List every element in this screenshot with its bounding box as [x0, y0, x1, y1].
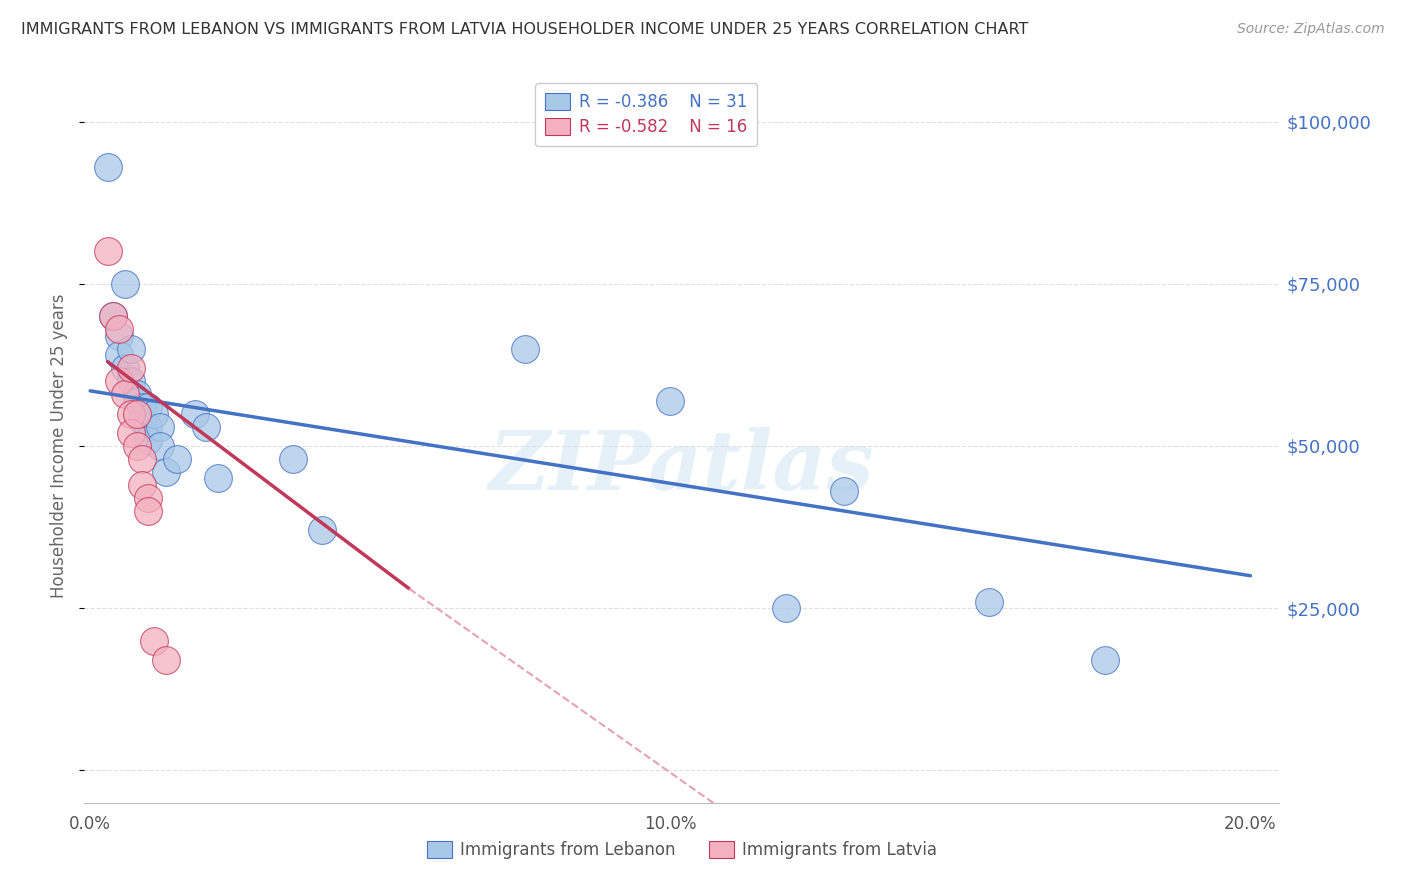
Point — [108, 374, 131, 388]
Point — [311, 524, 333, 538]
Point — [120, 407, 142, 421]
Point — [143, 633, 166, 648]
Point — [834, 484, 856, 499]
Point — [149, 439, 172, 453]
Point — [207, 471, 229, 485]
Point — [155, 465, 177, 479]
Point — [97, 244, 120, 259]
Point — [659, 393, 682, 408]
Point — [136, 504, 159, 518]
Text: Source: ZipAtlas.com: Source: ZipAtlas.com — [1237, 22, 1385, 37]
Legend: Immigrants from Lebanon, Immigrants from Latvia: Immigrants from Lebanon, Immigrants from… — [420, 834, 943, 866]
Point — [515, 342, 537, 356]
Point — [979, 595, 1001, 609]
Point — [136, 419, 159, 434]
Point — [143, 407, 166, 421]
Point — [103, 310, 125, 324]
Point — [1094, 653, 1116, 667]
Point — [108, 348, 131, 362]
Point — [775, 601, 797, 615]
Point — [195, 419, 218, 434]
Point — [131, 452, 153, 467]
Point — [120, 374, 142, 388]
Point — [103, 310, 125, 324]
Point — [283, 452, 305, 467]
Text: ZIPatlas: ZIPatlas — [489, 427, 875, 508]
Point — [120, 425, 142, 440]
Point — [136, 400, 159, 414]
Text: IMMIGRANTS FROM LEBANON VS IMMIGRANTS FROM LATVIA HOUSEHOLDER INCOME UNDER 25 YE: IMMIGRANTS FROM LEBANON VS IMMIGRANTS FR… — [21, 22, 1028, 37]
Point — [131, 400, 153, 414]
Y-axis label: Householder Income Under 25 years: Householder Income Under 25 years — [51, 293, 69, 599]
Point — [114, 387, 136, 401]
Point — [125, 393, 148, 408]
Point — [183, 407, 205, 421]
Point — [136, 491, 159, 505]
Point — [125, 387, 148, 401]
Point — [108, 328, 131, 343]
Point — [120, 361, 142, 376]
Point — [131, 413, 153, 427]
Point — [125, 407, 148, 421]
Point — [114, 277, 136, 291]
Point — [125, 439, 148, 453]
Point — [166, 452, 188, 467]
Point — [131, 478, 153, 492]
Point — [136, 433, 159, 447]
Point — [149, 419, 172, 434]
Point — [108, 322, 131, 336]
Point — [97, 160, 120, 174]
Point — [155, 653, 177, 667]
Point — [120, 342, 142, 356]
Point — [114, 361, 136, 376]
